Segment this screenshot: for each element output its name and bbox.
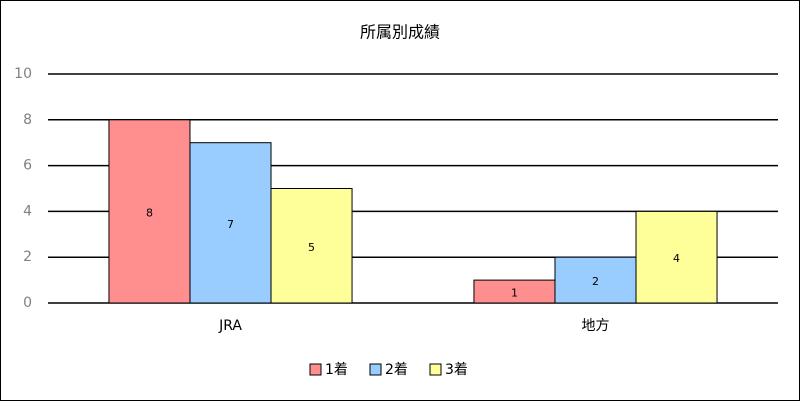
x-tick-label: JRA bbox=[218, 318, 242, 334]
bar bbox=[270, 188, 353, 304]
chart-title: 所属別成績 bbox=[360, 23, 440, 42]
data-label: 5 bbox=[308, 241, 315, 254]
data-label: 7 bbox=[227, 218, 234, 231]
y-tick-label: 6 bbox=[23, 158, 32, 174]
data-label: 2 bbox=[592, 275, 599, 288]
legend-label: 1着 bbox=[325, 362, 348, 378]
data-label: 1 bbox=[511, 287, 518, 300]
legend-label: 3着 bbox=[445, 362, 468, 378]
bar bbox=[635, 210, 718, 304]
legend-swatch bbox=[369, 363, 382, 376]
legend-swatch bbox=[309, 363, 322, 376]
data-label: 4 bbox=[673, 252, 680, 265]
y-tick-label: 0 bbox=[23, 295, 32, 311]
y-tick-label: 10 bbox=[14, 66, 32, 82]
bar bbox=[554, 256, 637, 304]
data-label: 8 bbox=[146, 206, 153, 219]
y-tick-label: 2 bbox=[23, 249, 32, 265]
y-tick-label: 4 bbox=[23, 203, 32, 219]
legend-swatch bbox=[429, 363, 442, 376]
x-tick-label: 地方 bbox=[582, 318, 610, 334]
bar bbox=[189, 142, 272, 304]
legend-label: 2着 bbox=[385, 362, 408, 378]
y-tick-label: 8 bbox=[23, 112, 32, 128]
